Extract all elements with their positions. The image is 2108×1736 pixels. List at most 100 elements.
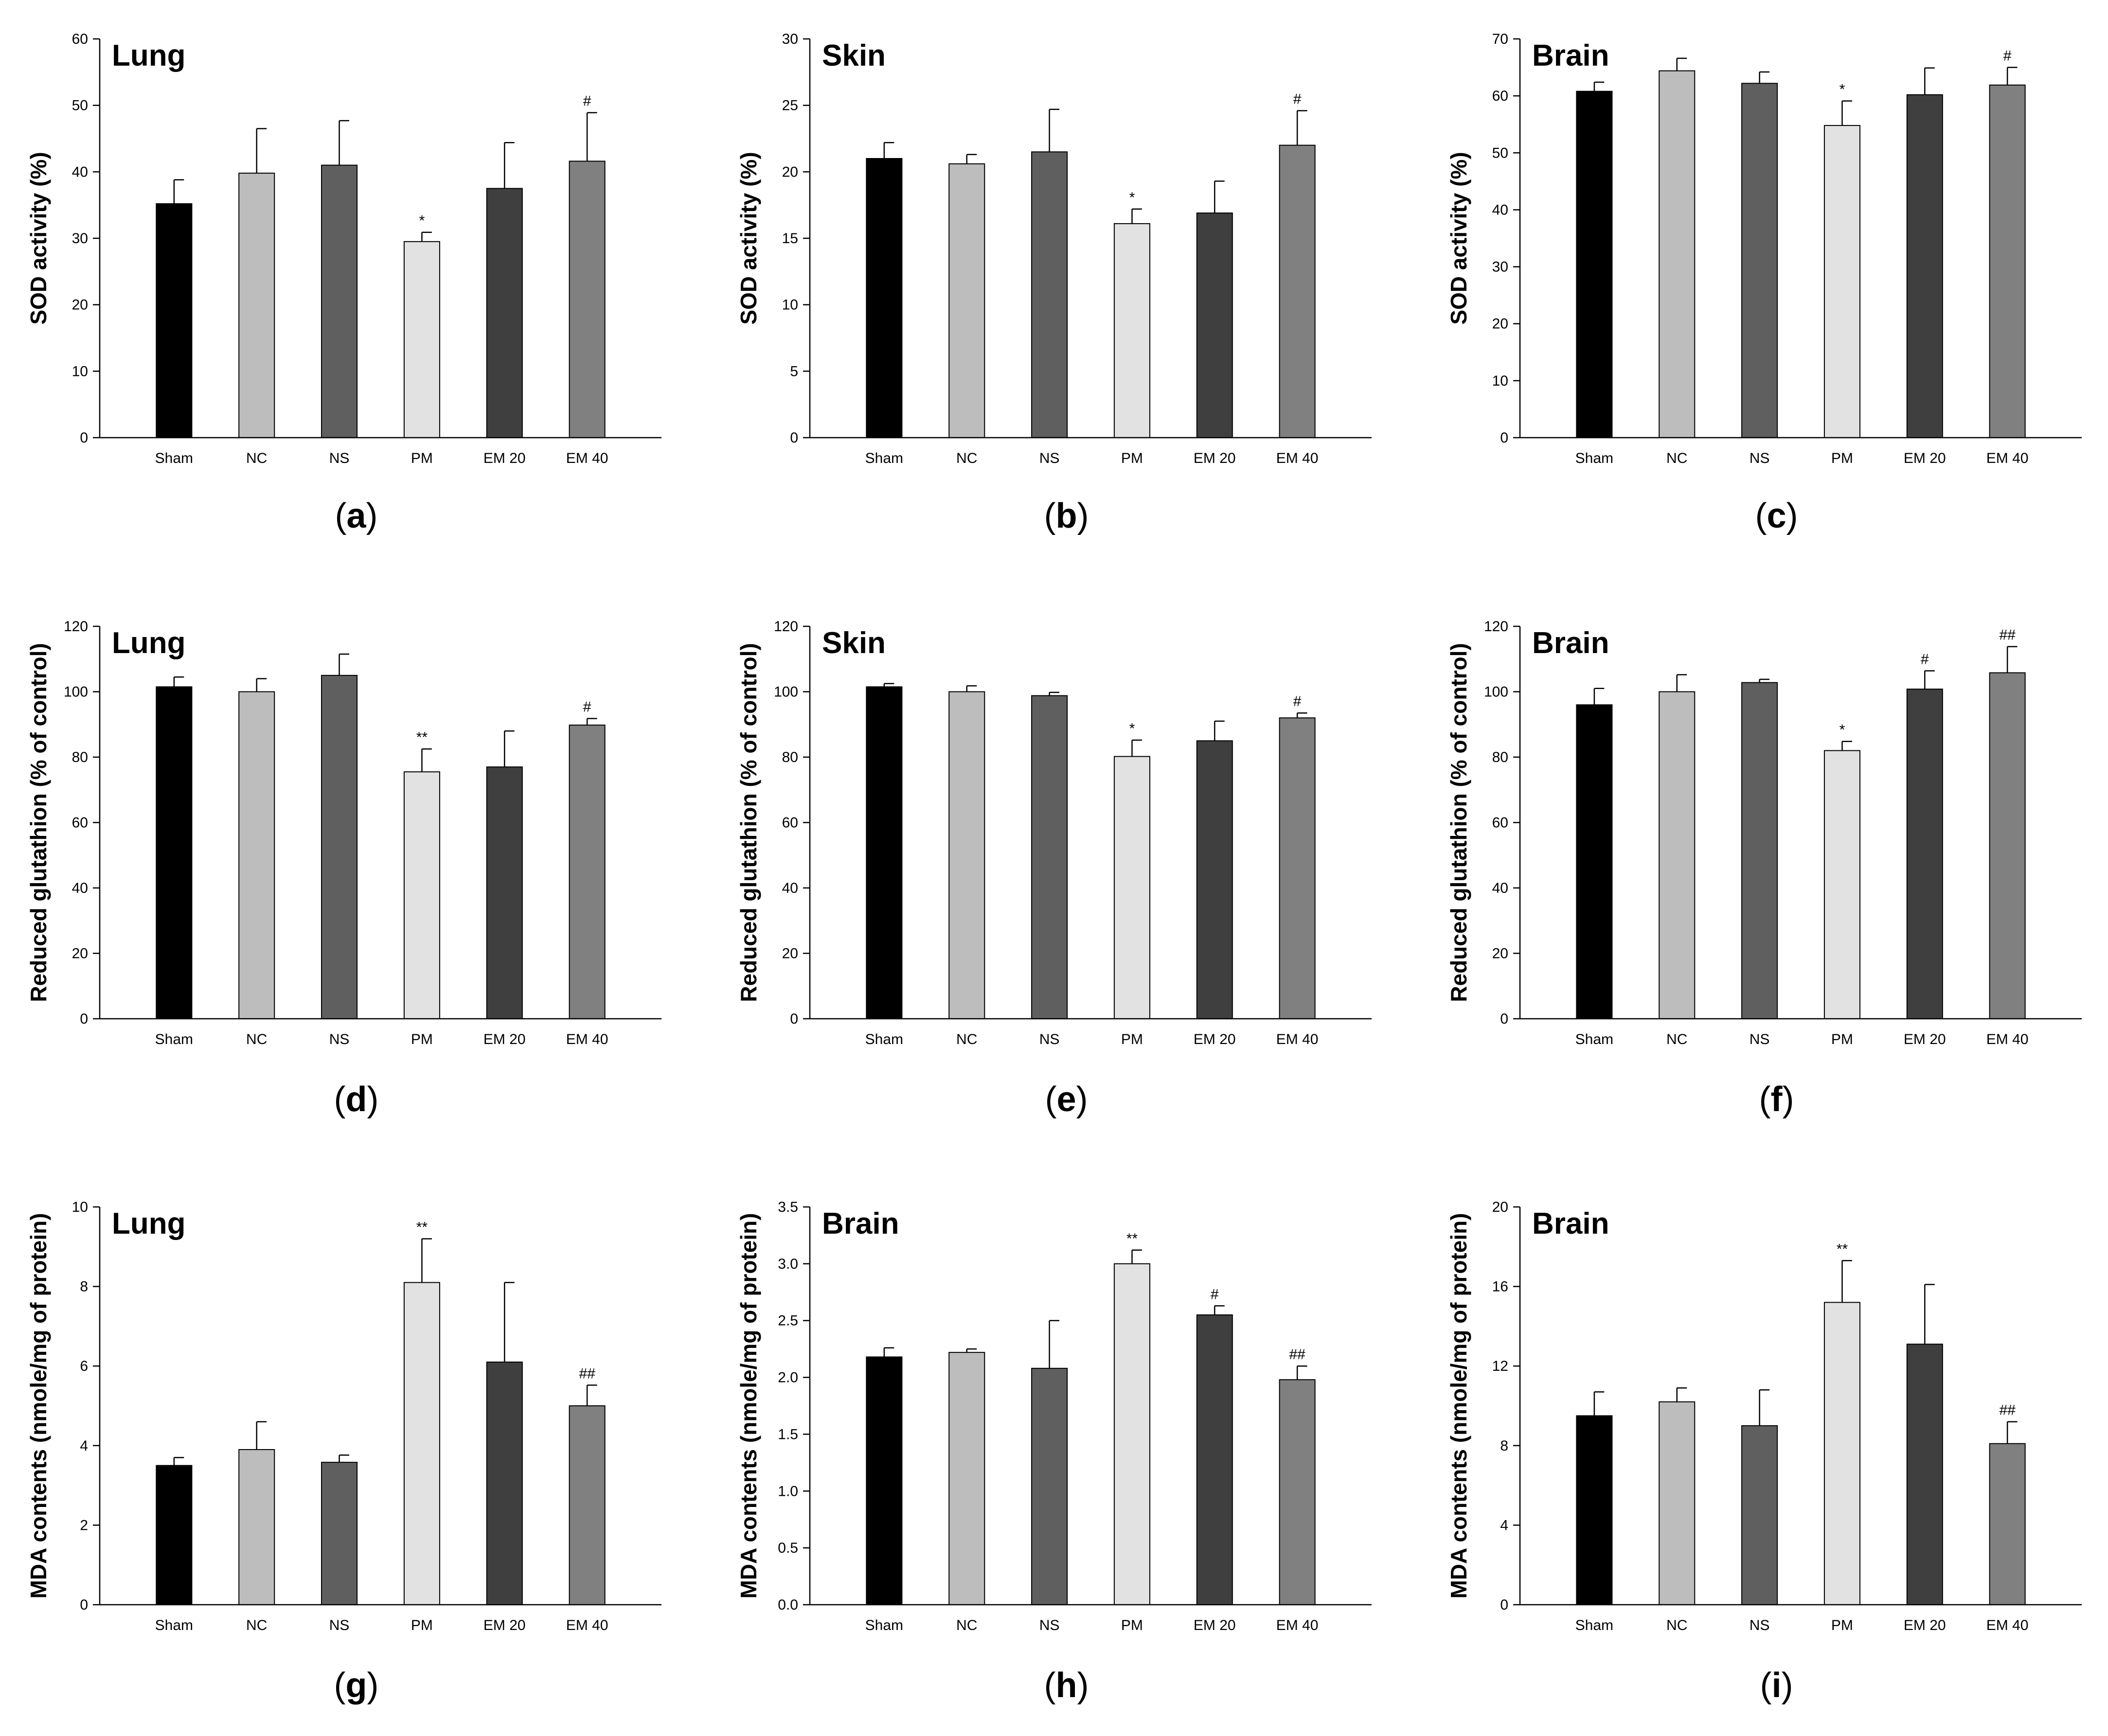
panel-caption: (e) — [1045, 1080, 1088, 1119]
significance-marker: ** — [1126, 1231, 1138, 1247]
bar-ns — [1741, 682, 1778, 1020]
panel-caption: (c) — [1755, 496, 1798, 535]
caption-letter: e — [1056, 1080, 1076, 1119]
y-tick-label: 1.5 — [778, 1426, 798, 1442]
bar-em20 — [1196, 213, 1233, 438]
category-label: NC — [1666, 450, 1687, 466]
caption-open: ( — [1759, 1080, 1771, 1119]
bar-pm — [403, 1282, 440, 1605]
significance-marker: * — [419, 213, 425, 229]
y-tick-label: 120 — [64, 619, 88, 635]
category-label: Sham — [865, 1617, 903, 1633]
category-label: EM 40 — [1276, 450, 1319, 466]
y-tick-label: 120 — [774, 619, 798, 635]
bar-em40 — [569, 1405, 606, 1605]
panel-caption: (d) — [334, 1080, 379, 1119]
bar-ns — [1031, 695, 1068, 1019]
significance-marker: # — [1293, 91, 1302, 107]
category-label: NS — [329, 1617, 350, 1633]
chart-panel-a: Sham NC NS * PM EM 20 # EM 40 0 10 20 30 40 50 60 SOD a… — [26, 31, 661, 535]
category-label: NC — [956, 1617, 977, 1633]
caption-open: ( — [1755, 496, 1767, 535]
category-label: EM 40 — [1986, 1617, 2029, 1633]
bar-sham — [156, 203, 193, 438]
category-label: NC — [956, 1031, 977, 1047]
y-tick-label: 10 — [72, 1199, 88, 1215]
category-label: EM 40 — [1986, 450, 2029, 466]
y-axis-title: Reduced glutathion (% of control) — [736, 643, 761, 1002]
bar-pm — [1823, 125, 1860, 438]
chart-panel-i: Sham NC NS ** PM EM 20 ## EM 40 0 4 8 12 16 20 MDA con… — [1446, 1199, 2082, 1705]
category-label: Sham — [155, 1031, 193, 1047]
category-label: PM — [411, 1617, 433, 1633]
panel-caption: (i) — [1760, 1666, 1793, 1705]
category-label: EM 20 — [1904, 450, 1946, 466]
bar-sham — [156, 1465, 193, 1605]
y-axis-title: Reduced glutathion (% of control) — [1446, 643, 1471, 1002]
chart-panel-e: Sham NC NS * PM EM 20 # EM 40 0 20 40 60 80 100 120 Red… — [736, 619, 1372, 1119]
y-tick-label: 3.5 — [778, 1199, 798, 1215]
significance-marker: # — [2003, 48, 2012, 64]
panel-title: Brain — [1532, 39, 1609, 72]
category-label: NS — [329, 450, 350, 466]
category-label: NS — [1039, 1617, 1060, 1633]
bar-em40 — [1279, 144, 1316, 438]
y-tick-label: 20 — [782, 946, 798, 962]
category-label: Sham — [865, 1031, 903, 1047]
bar-ns — [321, 164, 358, 438]
bar-em40 — [1989, 1443, 2026, 1605]
y-tick-label: 120 — [1484, 619, 1508, 635]
chart-panel-h: Sham NC NS ** PM # EM 20 ## EM 40 0.0 0.5 1.0 1.5 2.0… — [736, 1199, 1372, 1705]
y-tick-label: 60 — [72, 815, 88, 831]
bar-em40 — [569, 725, 606, 1019]
y-tick-label: 30 — [1492, 259, 1508, 275]
y-tick-label: 16 — [1492, 1279, 1508, 1295]
significance-marker: # — [1293, 693, 1302, 709]
panel-title: Lung — [112, 1207, 186, 1240]
panel-caption: (g) — [334, 1666, 379, 1705]
category-label: Sham — [1575, 450, 1613, 466]
y-tick-label: 0 — [80, 1597, 88, 1613]
chart-panel-f: Sham NC NS * PM # EM 20 ## EM 40 0 20 40 60 80 100 120 R… — [1446, 619, 2082, 1119]
y-tick-label: 20 — [1492, 946, 1508, 962]
category-label: NC — [246, 1031, 267, 1047]
bar-em20 — [486, 1362, 523, 1606]
significance-marker: * — [1129, 190, 1135, 206]
bar-sham — [866, 158, 903, 438]
category-label: NS — [329, 1031, 350, 1047]
y-tick-label: 1.0 — [778, 1483, 798, 1499]
bar-em20 — [1196, 1314, 1233, 1605]
caption-close: ) — [1782, 1080, 1794, 1119]
y-tick-label: 40 — [1492, 202, 1508, 218]
category-label: EM 20 — [483, 1617, 526, 1633]
caption-open: ( — [1760, 1666, 1772, 1705]
caption-open: ( — [1044, 1666, 1056, 1705]
category-label: NS — [1750, 450, 1770, 466]
y-tick-label: 10 — [72, 363, 88, 379]
y-tick-label: 4 — [80, 1438, 88, 1454]
panel-title: Brain — [1532, 626, 1609, 660]
significance-marker: * — [1840, 722, 1845, 738]
bar-ns — [1031, 151, 1068, 439]
category-label: Sham — [155, 1617, 193, 1633]
category-label: PM — [411, 450, 433, 466]
bar-em20 — [1196, 740, 1233, 1019]
caption-letter: g — [346, 1666, 367, 1705]
bar-nc — [1659, 70, 1696, 439]
y-tick-label: 100 — [774, 684, 798, 700]
category-label: Sham — [155, 450, 193, 466]
category-label: NS — [1750, 1031, 1770, 1047]
significance-marker: ## — [579, 1365, 595, 1382]
category-label: EM 20 — [483, 1031, 526, 1047]
category-label: EM 40 — [1276, 1617, 1319, 1633]
category-label: Sham — [865, 450, 903, 466]
bar-pm — [403, 771, 440, 1019]
bar-pm — [1113, 756, 1150, 1019]
caption-close: ) — [367, 1666, 378, 1705]
bar-nc — [238, 691, 275, 1019]
bar-nc — [948, 163, 985, 438]
panel-title: Skin — [822, 39, 886, 72]
y-tick-label: 20 — [1492, 316, 1508, 332]
bar-sham — [1576, 704, 1613, 1019]
category-label: PM — [1121, 1617, 1143, 1633]
